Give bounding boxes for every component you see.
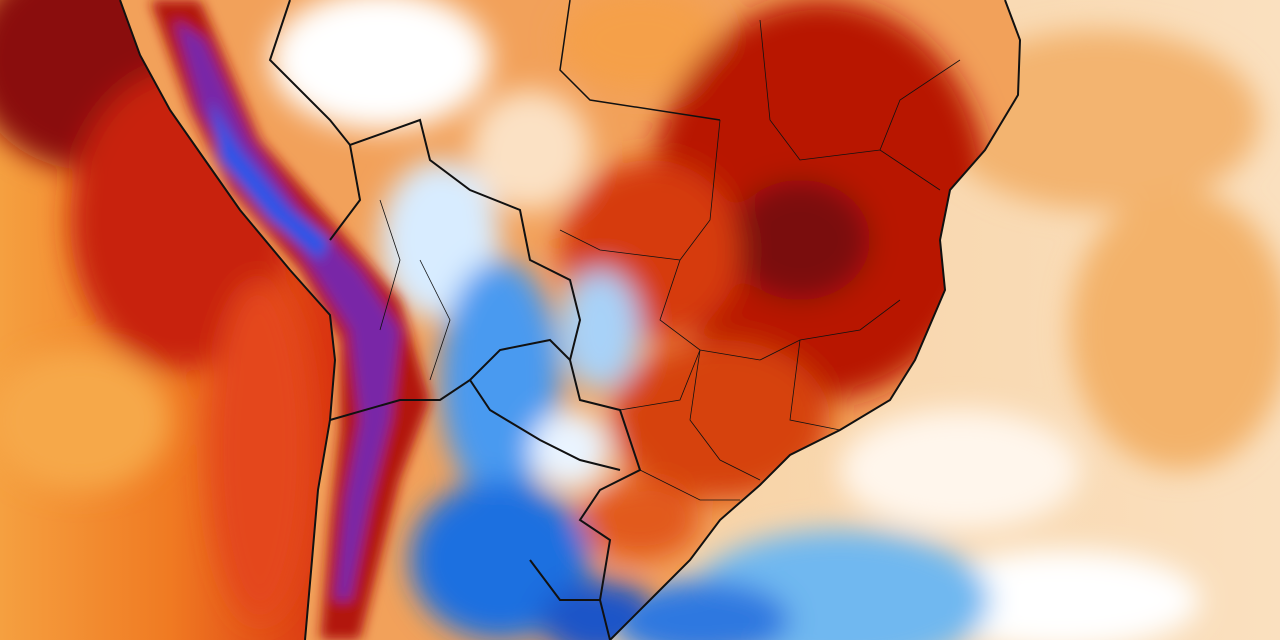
anomaly-patch — [0, 350, 170, 490]
anomaly-patch — [610, 340, 830, 500]
anomaly-patch — [270, 0, 490, 130]
country-border — [559, 0, 721, 121]
anomaly-patch — [1070, 190, 1280, 470]
anomaly-patch — [530, 410, 610, 490]
brazil-border — [268, 0, 642, 640]
anomaly-patch — [560, 270, 640, 390]
anomaly-patch — [920, 550, 1200, 640]
coastline — [609, 0, 1022, 640]
anomaly-patch — [175, 20, 400, 600]
anomaly-patch — [560, 0, 720, 90]
country-border — [469, 379, 621, 471]
state-borders — [379, 19, 961, 501]
anomaly-patch — [210, 100, 330, 260]
country-border — [529, 559, 600, 601]
anomaly-patch — [210, 280, 310, 620]
anomaly-patch — [410, 480, 590, 640]
anomaly-patch — [940, 30, 1260, 210]
anomaly-patch — [470, 90, 590, 210]
anomaly-patch — [730, 180, 870, 300]
anomaly-patch — [840, 410, 1080, 530]
anomaly-patch — [440, 260, 560, 500]
coastline — [119, 0, 337, 640]
country-border — [329, 144, 362, 241]
andes — [150, 0, 430, 640]
borders — [119, 0, 1022, 640]
